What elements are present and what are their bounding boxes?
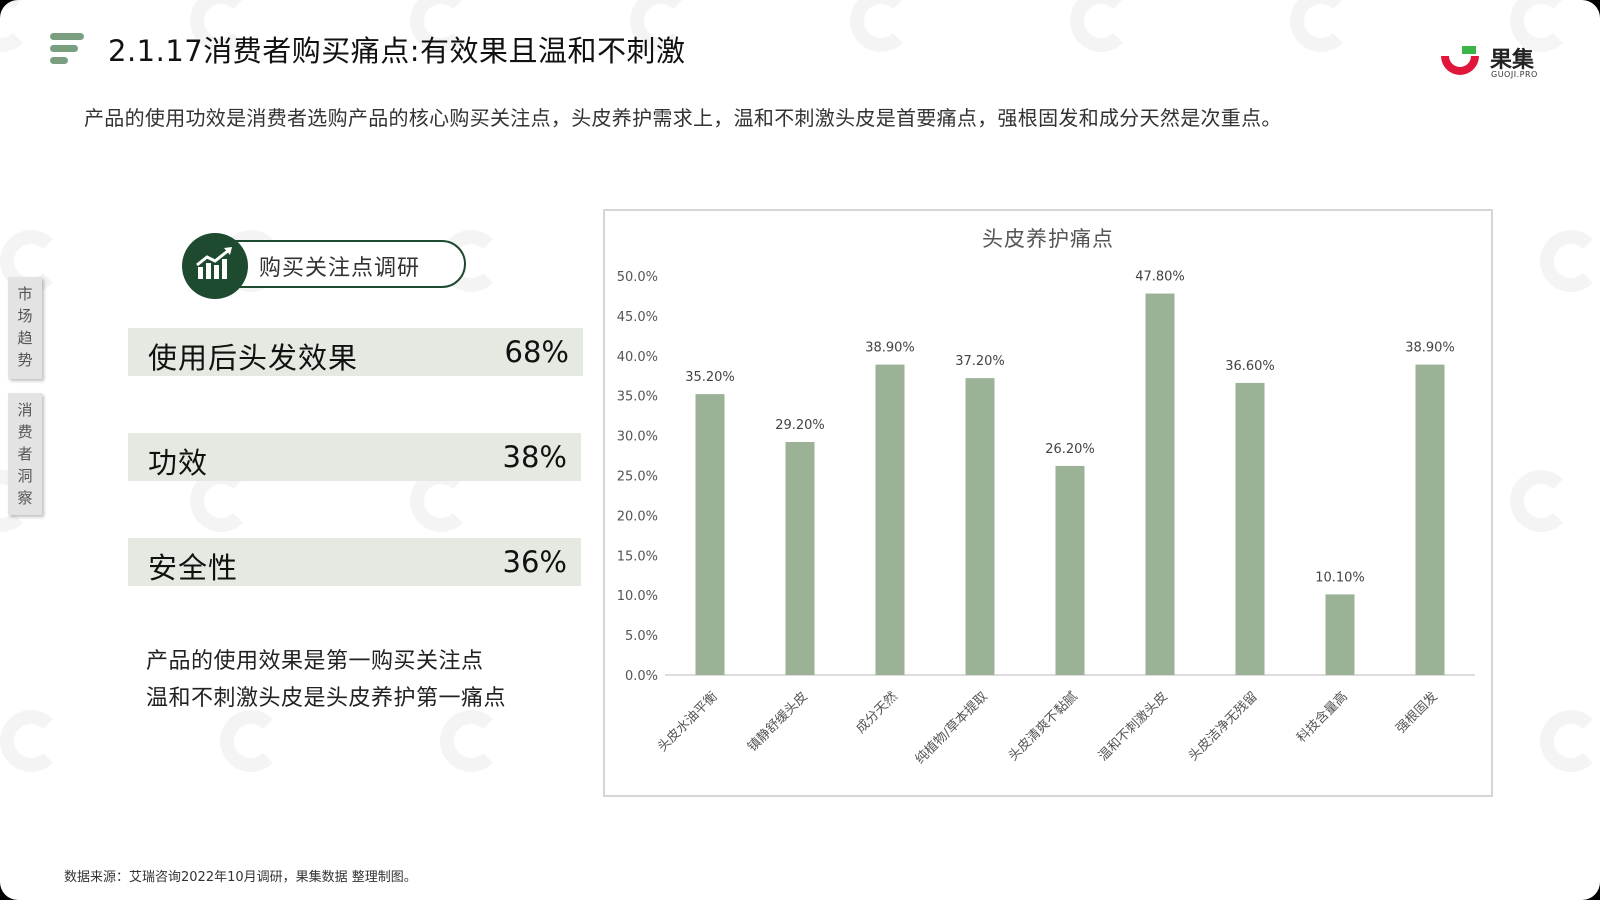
x-tick-label: 头皮水油平衡 bbox=[655, 689, 721, 755]
source-note: 数据来源：艾瑞咨询2022年10月调研，果集数据 整理制图。 bbox=[64, 870, 417, 885]
watermark-icon bbox=[0, 710, 62, 772]
chart-title: 头皮养护痛点 bbox=[982, 227, 1114, 251]
bar bbox=[1055, 465, 1085, 675]
takeaway-line-1: 产品的使用效果是第一购买关注点 bbox=[146, 649, 484, 674]
page-title: 2.1.17消费者购买痛点:有效果且温和不刺激 bbox=[108, 34, 686, 68]
y-tick-label: 0.0% bbox=[625, 669, 658, 684]
metric-value: 36% bbox=[502, 545, 567, 579]
x-tick-label: 头皮清爽不黏腻 bbox=[1005, 689, 1081, 765]
brand-logo[interactable]: 果集 GUOJI.PRO bbox=[1438, 42, 1558, 82]
side-tab-char: 势 bbox=[17, 351, 33, 369]
side-tab-char: 场 bbox=[17, 307, 33, 325]
data-label: 38.90% bbox=[1405, 341, 1455, 356]
data-label: 37.20% bbox=[955, 354, 1005, 369]
watermark-icon bbox=[440, 710, 502, 772]
bar-chart: 头皮养护痛点 0.0% 5.0% 10.0% 15.0% 20.0% 25.0% 30.0%… bbox=[603, 209, 1493, 797]
x-tick-label: 头皮洁净无残留 bbox=[1186, 689, 1261, 764]
data-label: 38.90% bbox=[865, 341, 915, 356]
chart-canvas: 0.0% 5.0% 10.0% 15.0% 20.0% 25.0% 30.0% 35.0% 40… bbox=[617, 270, 1475, 768]
side-tab-char: 洞 bbox=[17, 467, 33, 485]
side-tab-char: 消 bbox=[17, 401, 33, 419]
logo-sub: GUOJI.PRO bbox=[1491, 70, 1538, 79]
bar bbox=[695, 394, 725, 675]
x-tick-label: 强根固发 bbox=[1393, 689, 1441, 737]
y-tick-label: 35.0% bbox=[617, 390, 658, 405]
menu-icon[interactable] bbox=[50, 33, 86, 65]
bar bbox=[1415, 364, 1445, 675]
y-tick-label: 25.0% bbox=[617, 470, 658, 485]
bar bbox=[965, 378, 995, 675]
side-tab-label: 市场趋势 bbox=[8, 283, 42, 371]
metric-label: 功效 bbox=[148, 446, 209, 480]
y-tick-label: 5.0% bbox=[625, 629, 658, 644]
side-tab-char: 者 bbox=[17, 445, 33, 463]
data-label: 36.60% bbox=[1225, 359, 1275, 374]
side-tab-char: 察 bbox=[17, 489, 33, 507]
y-tick-label: 30.0% bbox=[617, 430, 658, 445]
logo-mark-icon bbox=[1441, 46, 1479, 75]
watermark-icon bbox=[850, 0, 912, 52]
bar bbox=[875, 364, 905, 675]
metric-row-safety: 安全性 36% bbox=[128, 538, 581, 586]
side-tab-label: 消费者洞察 bbox=[8, 399, 42, 509]
watermark-icon bbox=[1540, 710, 1600, 772]
y-tick-label: 15.0% bbox=[617, 549, 658, 564]
x-tick-label: 镇静舒缓头皮 bbox=[745, 689, 811, 755]
side-tab-market-trend[interactable]: 市场趋势 bbox=[8, 277, 42, 379]
page-subtitle: 产品的使用功效是消费者选购产品的核心购买关注点，头皮养护需求上，温和不刺激头皮是… bbox=[84, 106, 1282, 130]
bar bbox=[785, 441, 815, 675]
watermark-icon bbox=[0, 0, 32, 52]
x-tick-label: 纯植物/草本提取 bbox=[912, 689, 991, 768]
x-tick-label: 成分天然 bbox=[853, 689, 901, 737]
y-tick-label: 40.0% bbox=[617, 350, 658, 365]
metric-row-efficacy: 功效 38% bbox=[128, 433, 581, 481]
survey-title: 购买关注点调研 bbox=[259, 256, 421, 281]
metric-value: 38% bbox=[502, 440, 567, 474]
side-tab-char: 费 bbox=[17, 423, 33, 441]
y-tick-label: 45.0% bbox=[617, 310, 658, 325]
watermark-icon bbox=[220, 710, 282, 772]
watermark-icon bbox=[1070, 0, 1132, 52]
watermark-icon bbox=[1290, 0, 1352, 52]
takeaway-line-2: 温和不刺激头皮是头皮养护第一痛点 bbox=[146, 686, 507, 711]
y-tick-label: 50.0% bbox=[617, 270, 658, 285]
bar bbox=[1145, 293, 1175, 675]
side-tab-consumer-insight[interactable]: 消费者洞察 bbox=[8, 393, 42, 515]
logo-text: 果集 bbox=[1490, 48, 1535, 73]
x-tick-label: 科技含量高 bbox=[1294, 689, 1351, 746]
data-label: 29.20% bbox=[775, 418, 825, 433]
data-label: 35.20% bbox=[685, 370, 735, 385]
bar bbox=[1325, 594, 1355, 675]
side-tab-char: 市 bbox=[17, 285, 33, 303]
data-label: 47.80% bbox=[1135, 270, 1185, 285]
chart-growth-icon bbox=[182, 233, 248, 299]
bar bbox=[1235, 382, 1265, 675]
metric-value: 68% bbox=[504, 335, 569, 369]
side-tab-char: 趋 bbox=[17, 329, 33, 347]
metric-label: 使用后头发效果 bbox=[148, 341, 359, 375]
metric-row-hair-effect: 使用后头发效果 68% bbox=[128, 328, 583, 376]
data-label: 26.20% bbox=[1045, 442, 1095, 457]
y-tick-label: 20.0% bbox=[617, 509, 658, 524]
y-tick-label: 10.0% bbox=[617, 589, 658, 604]
watermark-icon bbox=[1540, 230, 1600, 292]
metric-label: 安全性 bbox=[148, 551, 239, 585]
watermark-icon bbox=[1510, 470, 1572, 532]
x-tick-label: 温和不刺激头皮 bbox=[1096, 689, 1171, 764]
data-label: 10.10% bbox=[1315, 570, 1365, 585]
